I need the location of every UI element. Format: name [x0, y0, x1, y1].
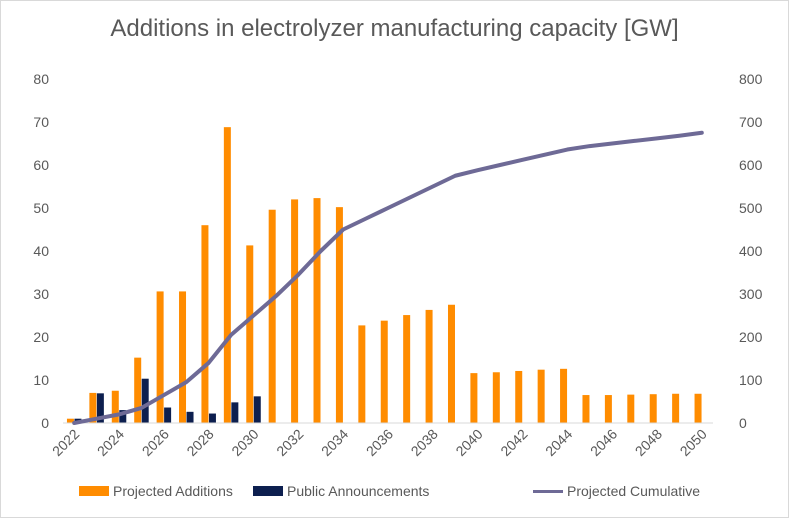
- x-tick-label: 2044: [542, 426, 575, 459]
- bar-projected-additions: [649, 394, 657, 423]
- x-tick-label: 2032: [273, 426, 306, 459]
- y2-tick-label: 400: [739, 243, 763, 259]
- line-projected-cumulative: [72, 130, 704, 425]
- bar-public-announcements: [208, 413, 216, 423]
- bar-public-announcements: [186, 411, 194, 423]
- bar-projected-additions: [582, 395, 590, 423]
- x-tick-label: 2028: [183, 426, 216, 459]
- bar-public-announcements: [231, 402, 239, 423]
- bar-projected-additions: [66, 418, 74, 423]
- chart-plot: 0102030405060708001002003004005006007008…: [33, 71, 763, 459]
- x-tick-label: 2038: [408, 426, 441, 459]
- y-tick-label: 40: [33, 243, 49, 259]
- bar-public-announcements: [96, 393, 104, 423]
- bar-projected-additions: [156, 291, 164, 423]
- y2-tick-label: 100: [739, 372, 763, 388]
- y-tick-label: 80: [33, 71, 49, 87]
- bar-projected-additions: [515, 370, 523, 423]
- y-tick-label: 70: [33, 114, 49, 130]
- bar-projected-additions: [470, 373, 478, 423]
- bar-projected-additions: [425, 309, 433, 423]
- x-tick-label: 2030: [228, 426, 261, 459]
- legend-item-public-announcements: Public Announcements: [253, 483, 429, 499]
- bar-projected-additions: [560, 368, 568, 423]
- x-tick-label: 2034: [318, 426, 351, 459]
- y2-tick-label: 600: [739, 157, 763, 173]
- y2-tick-label: 200: [739, 329, 763, 345]
- bar-projected-additions: [380, 320, 388, 423]
- bar-projected-additions: [447, 304, 455, 423]
- bar-projected-additions: [223, 127, 231, 423]
- bar-projected-additions: [179, 291, 187, 423]
- x-tick-label: 2024: [94, 426, 127, 459]
- bar-projected-additions: [246, 245, 254, 423]
- bar-projected-additions: [492, 372, 500, 423]
- y2-tick-label: 800: [739, 71, 763, 87]
- x-tick-label: 2022: [49, 426, 82, 459]
- bar-projected-additions: [672, 393, 680, 423]
- bar-projected-additions: [134, 357, 142, 423]
- bar-projected-additions: [111, 390, 119, 423]
- legend-label-projected-additions: Projected Additions: [113, 483, 233, 499]
- bar-projected-additions: [537, 369, 545, 423]
- bar-projected-additions: [403, 315, 411, 423]
- bar-public-announcements: [141, 378, 149, 423]
- bar-projected-additions: [627, 394, 635, 423]
- x-tick-label: 2042: [497, 426, 530, 459]
- chart-title: Additions in electrolyzer manufacturing …: [110, 15, 679, 42]
- y2-tick-label: 500: [739, 200, 763, 216]
- y-tick-label: 20: [33, 329, 49, 345]
- bar-projected-additions: [358, 325, 366, 423]
- x-tick-label: 2048: [632, 426, 665, 459]
- y-tick-label: 30: [33, 286, 49, 302]
- bar-projected-additions: [291, 199, 299, 423]
- legend-item-projected-cumulative: Projected Cumulative: [533, 483, 700, 499]
- x-tick-label: 2036: [363, 426, 396, 459]
- bar-public-announcements: [164, 407, 172, 423]
- y-tick-label: 60: [33, 157, 49, 173]
- x-tick-label: 2046: [587, 426, 620, 459]
- bar-projected-additions: [89, 392, 97, 423]
- bar-public-announcements: [119, 410, 127, 423]
- x-tick-label: 2050: [677, 426, 710, 459]
- bar-projected-additions: [268, 209, 276, 423]
- y2-tick-label: 300: [739, 286, 763, 302]
- bar-projected-additions: [604, 395, 612, 423]
- y-tick-label: 0: [41, 415, 49, 431]
- legend-swatch-projected-cumulative: [533, 489, 563, 493]
- bar-projected-additions: [313, 198, 321, 423]
- bar-public-announcements: [253, 396, 261, 423]
- legend-item-projected-additions: Projected Additions: [79, 483, 233, 499]
- chart-legend: Projected Additions Public Announcements…: [1, 483, 788, 503]
- y-tick-label: 50: [33, 200, 49, 216]
- bar-projected-additions: [201, 225, 209, 423]
- x-tick-label: 2040: [452, 426, 485, 459]
- legend-swatch-public-announcements: [253, 486, 283, 496]
- y2-tick-label: 700: [739, 114, 763, 130]
- legend-label-public-announcements: Public Announcements: [287, 483, 430, 499]
- legend-swatch-projected-additions: [79, 486, 109, 496]
- legend-label-projected-cumulative: Projected Cumulative: [567, 483, 701, 499]
- y-tick-label: 10: [33, 372, 49, 388]
- y2-tick-label: 0: [739, 415, 747, 431]
- bar-projected-additions: [335, 207, 343, 423]
- x-tick-label: 2026: [139, 426, 172, 459]
- bar-projected-additions: [694, 393, 702, 423]
